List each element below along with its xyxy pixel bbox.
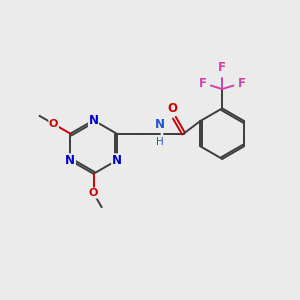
Text: N: N	[155, 118, 165, 131]
Text: O: O	[89, 188, 98, 198]
Text: F: F	[199, 77, 207, 90]
Text: N: N	[65, 154, 75, 167]
Text: F: F	[238, 77, 246, 90]
Text: O: O	[168, 102, 178, 115]
Text: O: O	[49, 119, 58, 129]
Text: F: F	[218, 61, 226, 74]
Text: N: N	[112, 154, 122, 167]
Text: N: N	[88, 114, 98, 127]
Text: H: H	[156, 137, 164, 147]
